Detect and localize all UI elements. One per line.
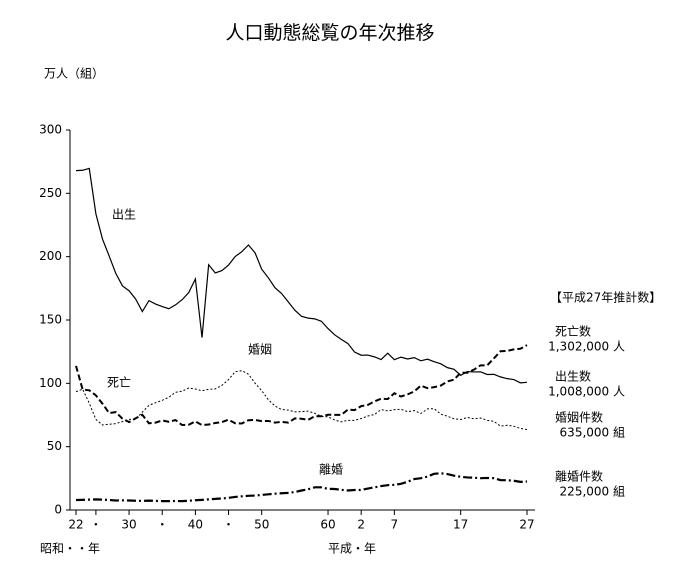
x-tick-label: 7 — [391, 518, 399, 532]
series-line — [75, 167, 528, 384]
y-tick-label: 100 — [39, 376, 62, 390]
legend-value: 1,302,000 人 — [548, 340, 625, 354]
series-label: 離婚 — [319, 463, 343, 477]
series-line — [75, 370, 528, 431]
y-tick-label: 300 — [39, 123, 62, 137]
legend-value: 635,000 組 — [560, 426, 625, 440]
x-tick-label: 27 — [519, 518, 534, 532]
series-label: 出生 — [112, 208, 136, 222]
y-axis-label: 万人（組） — [44, 67, 104, 81]
x-tick-label: 40 — [188, 518, 203, 532]
legend-title: 【平成27年推計数】 — [550, 290, 661, 305]
series-label: 婚姻 — [248, 342, 272, 357]
legend-label: 婚姻件数 — [555, 410, 603, 425]
x-tick-label: 50 — [254, 518, 269, 532]
x-tick-label: ・ — [90, 518, 102, 532]
series-label: 死亡 — [107, 376, 131, 390]
legend-value: 1,008,000 人 — [548, 385, 625, 399]
series-line — [75, 472, 528, 503]
era-label: 昭和・・年 — [40, 542, 100, 556]
x-tick-label: ・ — [156, 518, 168, 532]
x-tick-label: 30 — [121, 518, 136, 532]
y-tick-label: 200 — [39, 249, 62, 263]
y-tick-label: 150 — [39, 313, 62, 327]
x-tick-label: 2 — [357, 518, 365, 532]
y-tick-label: 250 — [39, 186, 62, 200]
legend-label: 出生数 — [555, 369, 591, 384]
y-tick-label: 0 — [54, 503, 62, 517]
x-tick-label: 17 — [453, 518, 468, 532]
y-tick-label: 50 — [47, 439, 62, 453]
era-label: 平成・年 — [328, 542, 376, 556]
x-tick-label: ・ — [223, 518, 235, 532]
legend-value: 225,000 組 — [560, 485, 625, 499]
x-tick-label: 60 — [320, 518, 335, 532]
legend-label: 離婚件数 — [555, 469, 603, 484]
chart-title: 人口動態総覧の年次推移 — [225, 22, 434, 44]
x-tick-label: 22 — [68, 518, 83, 532]
series-line — [75, 344, 528, 427]
legend-label: 死亡数 — [555, 324, 591, 339]
